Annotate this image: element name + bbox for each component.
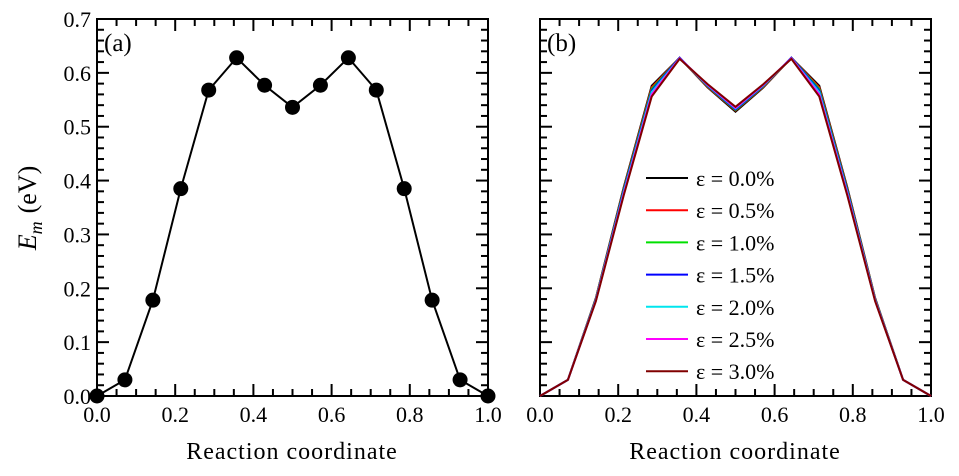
plot-frame xyxy=(96,18,489,397)
panel-a-label: (a) xyxy=(104,30,132,57)
data-point xyxy=(257,77,273,93)
x-tick-label: 0.0 xyxy=(526,402,554,427)
data-point xyxy=(173,181,189,197)
ylabel-unit: (eV) xyxy=(13,166,42,214)
data-point xyxy=(89,388,105,404)
series-line xyxy=(539,57,932,397)
x-tick-label: 0.0 xyxy=(83,402,111,427)
legend-label: ε = 1.5% xyxy=(696,263,774,288)
data-point xyxy=(285,99,300,115)
data-point xyxy=(452,372,468,388)
data-point xyxy=(340,50,356,66)
data-point xyxy=(480,388,496,404)
data-point xyxy=(396,181,412,197)
panel-b: 0.0 0.2 0.4 0.6 0.8 1.0 xyxy=(526,18,945,427)
y-tick-label: 0.5 xyxy=(64,115,92,140)
x-tick-label: 0.6 xyxy=(761,402,789,427)
x-tick-label: 0.2 xyxy=(161,402,189,427)
x-tick-label: 0.2 xyxy=(604,402,632,427)
x-tick-label: 0.8 xyxy=(396,402,424,427)
legend-label: ε = 1.0% xyxy=(696,230,774,255)
y-tick-label: 0.3 xyxy=(64,222,92,247)
data-point xyxy=(424,292,440,308)
panel-b-xlabel: Reaction coordinate xyxy=(629,439,841,465)
y-tick-label: 0.1 xyxy=(64,330,92,355)
panel-b-label: (b) xyxy=(547,30,576,57)
legend: ε = 0.0% ε = 0.5% ε = 1.0% ε = 1.5% ε = 2.0%… xyxy=(646,166,774,384)
data-point xyxy=(117,372,133,388)
legend-label: ε = 2.0% xyxy=(696,295,774,320)
data-point xyxy=(201,82,217,98)
x-tick-label: 1.0 xyxy=(474,402,502,427)
x-tick-label: 0.4 xyxy=(683,402,711,427)
legend-label: ε = 2.5% xyxy=(696,327,774,352)
data-point xyxy=(312,77,328,93)
panel-a-ylabel: Em (eV) xyxy=(13,166,46,252)
panel-a: 0.0 0.1 0.2 0.3 0.4 0.5 0.6 0.7 0.0 0.2 0.4 0.6 0.8 1… xyxy=(64,7,502,427)
data-point xyxy=(145,292,161,308)
legend-label: ε = 3.0% xyxy=(696,359,774,384)
y-tick-label: 0.7 xyxy=(64,7,92,32)
ylabel-subscript: m xyxy=(26,221,46,234)
data-point xyxy=(368,82,384,98)
legend-label: ε = 0.0% xyxy=(696,166,774,191)
y-tick-label: 0.2 xyxy=(64,276,92,301)
x-tick-label: 0.8 xyxy=(839,402,867,427)
x-tick-label: 0.4 xyxy=(240,402,268,427)
data-point xyxy=(229,50,245,66)
x-tick-label: 0.6 xyxy=(318,402,346,427)
x-tick-label: 1.0 xyxy=(917,402,945,427)
y-tick-label: 0.4 xyxy=(64,169,92,194)
ylabel-symbol: E xyxy=(13,234,42,251)
panel-a-xlabel: Reaction coordinate xyxy=(186,439,398,465)
y-tick-label: 0.0 xyxy=(64,384,92,409)
y-tick-label: 0.6 xyxy=(64,61,92,86)
legend-label: ε = 0.5% xyxy=(696,198,774,223)
